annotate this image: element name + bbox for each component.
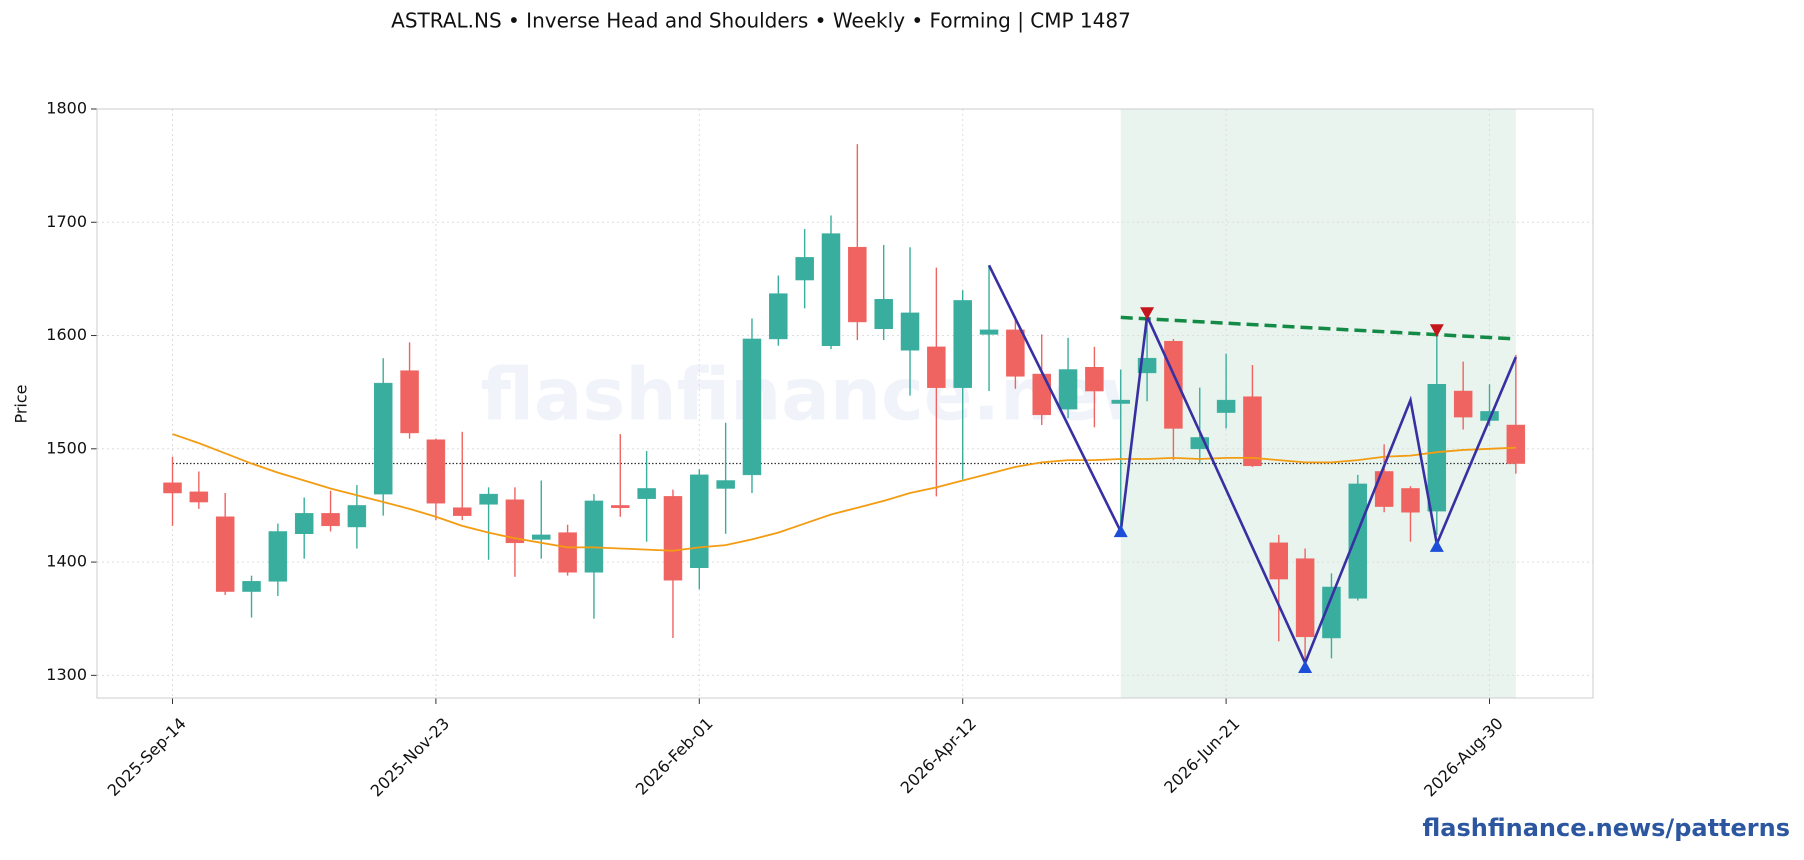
x-tick-label: 2026-Jun-21 bbox=[1160, 714, 1243, 797]
candle-body bbox=[769, 293, 788, 340]
candle-body bbox=[294, 513, 314, 535]
candle-body bbox=[584, 500, 604, 573]
candle-body bbox=[1453, 390, 1473, 418]
candle-body bbox=[1322, 586, 1341, 639]
candle-body bbox=[452, 507, 472, 516]
candle-body bbox=[189, 491, 209, 503]
candle-body bbox=[716, 480, 735, 489]
candle-body bbox=[1401, 488, 1420, 513]
candle-body bbox=[1085, 367, 1104, 392]
candle-body bbox=[848, 246, 867, 323]
candle-body bbox=[900, 312, 920, 351]
candle-body bbox=[532, 534, 551, 540]
x-tick-label: 2025-Nov-23 bbox=[367, 714, 454, 801]
candle-body bbox=[426, 439, 446, 504]
candle-body bbox=[347, 505, 367, 528]
candle-body bbox=[1243, 396, 1262, 467]
candle-body bbox=[821, 233, 841, 346]
footer: flashfinance.news/patterns bbox=[1422, 814, 1790, 842]
candle-body bbox=[1374, 471, 1394, 507]
candle-body bbox=[1032, 373, 1051, 416]
candle-body bbox=[373, 382, 393, 495]
candle-body bbox=[558, 532, 577, 573]
plot-frame bbox=[96, 108, 1594, 699]
y-axis-label: Price bbox=[12, 384, 31, 423]
candle-body bbox=[321, 513, 340, 527]
y-tick-label: 1800 bbox=[46, 99, 87, 118]
peak-marker bbox=[1140, 307, 1155, 320]
y-tick-label: 1500 bbox=[46, 438, 87, 457]
candle-body bbox=[163, 482, 182, 494]
chart-title: ASTRAL.NS • Inverse Head and Shoulders •… bbox=[391, 9, 1131, 33]
candle-body bbox=[1348, 483, 1368, 599]
candle-body bbox=[795, 257, 814, 281]
candle-body bbox=[953, 300, 972, 388]
candle-body bbox=[1427, 383, 1447, 512]
candle-body bbox=[242, 581, 261, 592]
candle-body bbox=[479, 493, 498, 505]
candle-body bbox=[742, 338, 762, 476]
y-tick-label: 1700 bbox=[46, 212, 87, 231]
y-tick-label: 1400 bbox=[46, 552, 87, 571]
trough-marker bbox=[1298, 660, 1313, 674]
trough-marker bbox=[1113, 524, 1128, 538]
watermark: flashfinance.news bbox=[481, 353, 1210, 437]
candle-body bbox=[874, 299, 893, 329]
candle-body bbox=[663, 496, 683, 581]
candle-body bbox=[1111, 399, 1130, 404]
neckline bbox=[1120, 315, 1516, 341]
candle-body bbox=[1058, 369, 1078, 410]
y-tick-label: 1300 bbox=[46, 665, 87, 684]
candle-body bbox=[505, 499, 525, 544]
candle-body bbox=[1216, 399, 1236, 413]
peak-marker bbox=[1429, 324, 1444, 337]
candle-body bbox=[1506, 424, 1526, 464]
candle-body bbox=[611, 505, 630, 508]
candle-body bbox=[637, 488, 656, 499]
candle-body bbox=[1269, 542, 1289, 580]
candle-body bbox=[1295, 558, 1315, 638]
candle-body bbox=[268, 531, 288, 582]
candle-body bbox=[690, 474, 709, 568]
candle-body bbox=[400, 370, 419, 434]
candle-body bbox=[215, 516, 235, 592]
x-tick-label: 2026-Apr-12 bbox=[897, 714, 980, 797]
candle-body bbox=[979, 329, 999, 335]
candle-body bbox=[1006, 329, 1025, 377]
moving-average bbox=[172, 433, 1516, 552]
trough-marker bbox=[1429, 539, 1444, 552]
candle-body bbox=[927, 346, 946, 388]
x-tick-label: 2026-Aug-30 bbox=[1420, 714, 1507, 801]
x-tick-label: 2025-Sep-14 bbox=[104, 714, 190, 800]
candle-body bbox=[1190, 437, 1210, 450]
x-tick-label: 2026-Feb-01 bbox=[632, 714, 717, 799]
y-tick-label: 1600 bbox=[46, 325, 87, 344]
